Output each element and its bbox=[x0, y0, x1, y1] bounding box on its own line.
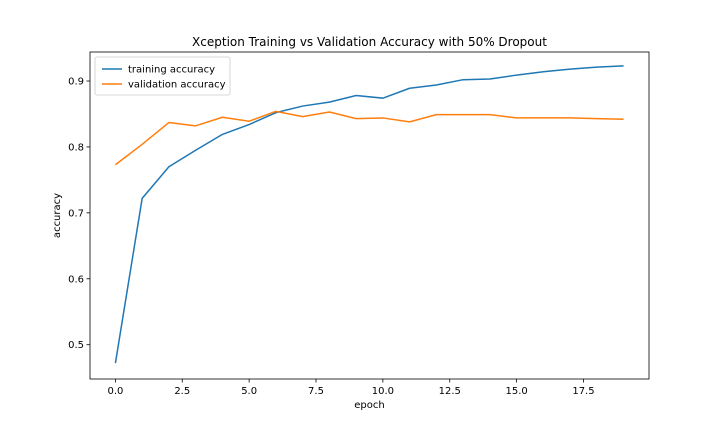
plot-area bbox=[114, 65, 624, 364]
legend: training accuracy validation accuracy bbox=[94, 56, 231, 96]
series-line-0 bbox=[114, 65, 624, 364]
legend-label-1: validation accuracy bbox=[128, 80, 226, 91]
plot-frame bbox=[89, 51, 650, 380]
y-tick-label: 0.9 bbox=[68, 77, 84, 88]
x-axis-label: epoch bbox=[354, 400, 384, 411]
chart-title: Xception Training vs Validation Accuracy… bbox=[192, 35, 547, 49]
x-tick-label: 17.5 bbox=[572, 386, 594, 397]
y-tick-label: 0.7 bbox=[68, 208, 84, 219]
series-line-1 bbox=[114, 110, 624, 166]
x-tick-label: 15.0 bbox=[505, 386, 527, 397]
x-tick-label: 2.5 bbox=[174, 386, 190, 397]
x-tick-label: 10.0 bbox=[372, 386, 394, 397]
x-tick-label: 5.0 bbox=[241, 386, 257, 397]
y-axis-label: accuracy bbox=[52, 193, 63, 238]
y-axis: 0.5 0.6 0.7 0.8 0.9 bbox=[68, 77, 90, 351]
x-tick-label: 0.0 bbox=[107, 386, 123, 397]
x-tick-label: 12.5 bbox=[439, 386, 461, 397]
y-tick-label: 0.5 bbox=[68, 340, 84, 351]
y-tick-label: 0.6 bbox=[68, 274, 84, 285]
legend-box bbox=[94, 56, 231, 96]
legend-label-0: training accuracy bbox=[128, 65, 215, 76]
x-tick-label: 7.5 bbox=[308, 386, 324, 397]
y-tick-label: 0.8 bbox=[68, 142, 84, 153]
x-axis: 0.0 2.5 5.0 7.5 10.0 12.5 15.0 17.5 bbox=[107, 379, 595, 397]
